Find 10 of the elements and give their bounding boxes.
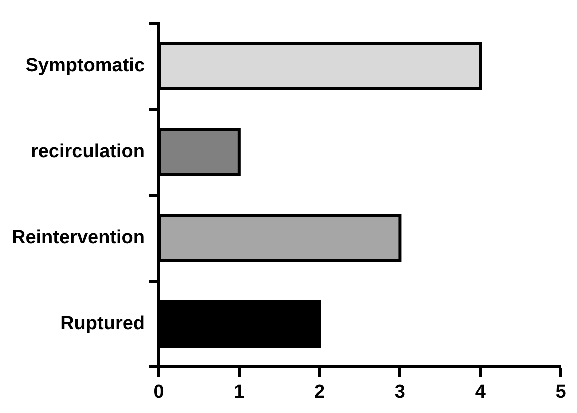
- x-tick-label: 1: [234, 382, 246, 403]
- x-tick-label: 5: [556, 382, 567, 403]
- y-tick-label: recirculation: [30, 142, 146, 163]
- x-tick-label: 0: [154, 382, 164, 403]
- y-tick-label: Reintervention: [12, 228, 146, 249]
- y-tick-label: Symptomatic: [26, 56, 146, 77]
- x-tick-label: 4: [475, 382, 486, 403]
- x-tick-label: 2: [314, 382, 326, 403]
- x-tick-label: 3: [394, 382, 406, 403]
- y-tick-label: Ruptured: [60, 313, 146, 334]
